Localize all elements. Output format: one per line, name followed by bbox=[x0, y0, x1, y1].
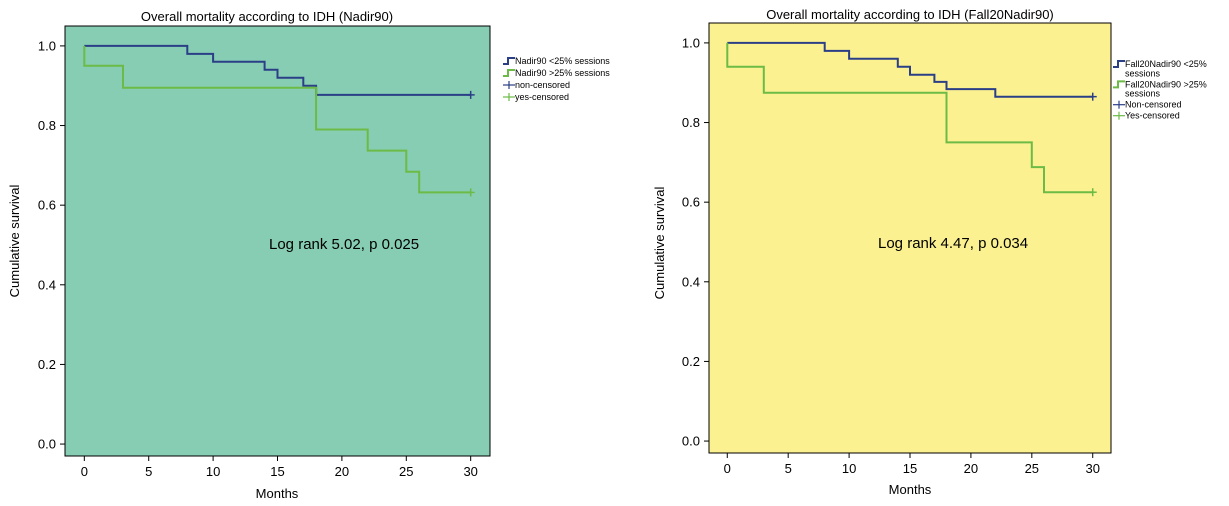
survival-curve-2 bbox=[83, 45, 471, 194]
censor-marker bbox=[466, 188, 475, 197]
legend-cross-swatch bbox=[1113, 111, 1125, 120]
y-tick-label: 0.0 bbox=[38, 437, 56, 452]
x-tick-label: 0 bbox=[724, 461, 731, 476]
y-tick-label: 1.0 bbox=[682, 35, 700, 50]
y-tick-label: 0.6 bbox=[38, 198, 56, 213]
x-axis-title: Months bbox=[256, 486, 299, 501]
survival-curve-2 bbox=[726, 42, 1093, 194]
series-layer bbox=[726, 41, 1097, 197]
log-rank-annotation: Log rank 4.47, p 0.034 bbox=[878, 235, 1028, 252]
x-tick-label: 15 bbox=[903, 461, 917, 476]
series-layer bbox=[83, 44, 475, 197]
survival-curve-1 bbox=[84, 44, 471, 96]
x-tick-label: 0 bbox=[81, 464, 88, 479]
legend-step-swatch bbox=[1113, 80, 1125, 89]
censor-marker bbox=[1088, 188, 1097, 197]
legend-label-cont: sessions bbox=[1125, 68, 1161, 78]
y-tick-label: 0.2 bbox=[682, 354, 700, 369]
plot-area bbox=[708, 22, 1112, 454]
legend-item-4: yes-censored bbox=[503, 92, 569, 102]
x-tick-label: 20 bbox=[335, 464, 349, 479]
legend: Fall20Nadir90 <25%sessionsFall20Nadir90 … bbox=[1113, 59, 1207, 121]
chart-title: Overall mortality according to IDH (Nadi… bbox=[141, 9, 393, 24]
y-tick-label: 1.0 bbox=[38, 38, 56, 53]
x-tick-label: 10 bbox=[842, 461, 856, 476]
chart-nadir90: Overall mortality according to IDH (Nadi… bbox=[7, 9, 610, 501]
y-tick-label: 0.4 bbox=[682, 274, 700, 289]
legend-step-swatch bbox=[1113, 60, 1125, 68]
chart-title: Overall mortality according to IDH (Fall… bbox=[766, 7, 1054, 22]
censor-marker bbox=[466, 90, 475, 99]
x-tick-label: 10 bbox=[206, 464, 220, 479]
y-axis-title: Cumulative survival bbox=[652, 187, 667, 300]
legend-item-1: Fall20Nadir90 <25%sessions bbox=[1113, 59, 1207, 78]
legend-label: non-censored bbox=[515, 80, 570, 90]
legend-item-1: Nadir90 <25% sessions bbox=[503, 56, 610, 66]
y-tick-label: 0.8 bbox=[38, 118, 56, 133]
x-tick-label: 30 bbox=[463, 464, 477, 479]
legend-label: Yes-censored bbox=[1125, 111, 1180, 121]
y-tick-label: 0.0 bbox=[682, 434, 700, 449]
legend-label: Fall20Nadir90 <25% bbox=[1125, 59, 1207, 69]
legend-item-3: Non-censored bbox=[1113, 100, 1182, 110]
legend-label: yes-censored bbox=[515, 92, 569, 102]
axes: 0.0 0.2 0.4 0.6 0.8 1.0 0 5 10 15 20 25 30 bbox=[682, 35, 1100, 476]
y-tick-label: 0.8 bbox=[682, 115, 700, 130]
axes: 0.0 0.2 0.4 0.6 0.8 1.0 0 5 10 15 20 25 30 bbox=[38, 38, 478, 479]
chart-fall20nadir90: Overall mortality according to IDH (Fall… bbox=[652, 7, 1207, 497]
legend-cross-swatch bbox=[503, 93, 515, 101]
legend-cross-swatch bbox=[1113, 100, 1125, 109]
legend-item-4: Yes-censored bbox=[1113, 111, 1180, 121]
legend-item-2: Fall20Nadir90 >25%sessions bbox=[1113, 79, 1207, 99]
x-tick-label: 25 bbox=[1025, 461, 1039, 476]
x-axis-title: Months bbox=[889, 482, 932, 497]
legend-step-swatch bbox=[503, 57, 515, 65]
legend-step-swatch bbox=[503, 69, 515, 77]
legend-label-cont: sessions bbox=[1125, 89, 1161, 99]
legend-item-2: Nadir90 >25% sessions bbox=[503, 68, 610, 78]
legend-cross-swatch bbox=[503, 81, 515, 89]
legend-label: Nadir90 >25% sessions bbox=[515, 68, 610, 78]
x-tick-label: 5 bbox=[145, 464, 152, 479]
y-axis-title: Cumulative survival bbox=[7, 185, 22, 298]
legend-item-3: non-censored bbox=[503, 80, 570, 90]
legend-label: Non-censored bbox=[1125, 100, 1182, 110]
censor-marker bbox=[1088, 92, 1097, 101]
legend-label: Fall20Nadir90 >25% bbox=[1125, 79, 1207, 89]
x-tick-label: 30 bbox=[1085, 461, 1099, 476]
survival-curve-1 bbox=[727, 41, 1093, 98]
x-tick-label: 20 bbox=[964, 461, 978, 476]
y-tick-label: 0.6 bbox=[682, 195, 700, 210]
legend: Nadir90 <25% sessions Nadir90 >25% sessio… bbox=[503, 56, 610, 102]
y-tick-label: 0.2 bbox=[38, 357, 56, 372]
y-tick-label: 0.4 bbox=[38, 277, 56, 292]
x-tick-label: 5 bbox=[785, 461, 792, 476]
x-tick-label: 15 bbox=[270, 464, 284, 479]
legend-label: Nadir90 <25% sessions bbox=[515, 56, 610, 66]
x-tick-label: 25 bbox=[399, 464, 413, 479]
log-rank-annotation: Log rank 5.02, p 0.025 bbox=[269, 236, 419, 253]
plot-area bbox=[64, 25, 491, 457]
